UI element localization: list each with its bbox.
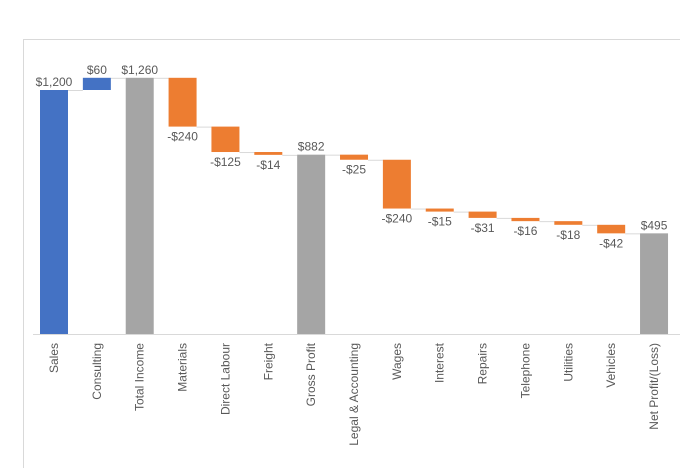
x-tick-labels: Sales Consulting Total Income Materials Dire… [47, 342, 661, 445]
data-label: -$125 [210, 155, 241, 169]
data-label: -$15 [428, 215, 452, 229]
x-tick-label: Direct Labour [218, 343, 232, 415]
x-tick-label: Materials [176, 343, 190, 392]
connectors [68, 77, 641, 235]
bar-4 [211, 126, 240, 153]
data-label: -$31 [471, 221, 495, 235]
x-tick-label: Vehicles [604, 343, 618, 388]
data-label: -$42 [599, 236, 623, 250]
bar-0 [40, 90, 68, 334]
x-tick-label: Interest [433, 342, 447, 383]
data-label: -$240 [382, 212, 413, 226]
bar-3 [168, 77, 197, 127]
x-tick-label: Net Profit/(Loss) [647, 343, 661, 430]
bar-8 [382, 159, 411, 209]
bar-14 [640, 233, 669, 334]
x-tick-label: Freight [261, 342, 275, 380]
data-label: -$14 [256, 158, 280, 172]
data-label: $1,260 [121, 63, 158, 77]
data-label: -$18 [556, 228, 580, 242]
x-tick-label: Sales [47, 343, 61, 373]
x-tick-label: Consulting [90, 343, 104, 400]
bar-12 [554, 221, 583, 225]
data-label: -$16 [513, 224, 537, 238]
data-label: -$25 [342, 163, 366, 177]
bar-2 [125, 77, 154, 335]
bar-1 [82, 77, 111, 90]
data-label: -$240 [167, 130, 198, 144]
bar-13 [597, 224, 626, 234]
x-tick-label: Telephone [518, 343, 532, 399]
data-label: $60 [87, 63, 107, 77]
data-label: $495 [641, 218, 668, 232]
bar-7 [340, 154, 369, 160]
x-tick-label: Repairs [476, 343, 490, 384]
data-label: $882 [298, 140, 325, 154]
bar-10 [468, 211, 497, 218]
x-tick-label: Utilities [561, 343, 575, 382]
bar-9 [425, 208, 454, 212]
x-tick-label: Wages [390, 343, 404, 380]
bar-6 [297, 154, 326, 334]
x-tick-label: Gross Profit [304, 342, 318, 406]
x-tick-label: Total Income [133, 343, 147, 411]
data-labels: $1,200 $60 $1,260 -$240 -$125 -$14 $882 -$25 -$2… [36, 63, 668, 251]
bar-5 [254, 152, 283, 155]
x-tick-label: Legal & Accounting [347, 343, 361, 446]
data-label: $1,200 [36, 75, 73, 89]
bar-11 [511, 217, 540, 222]
bars [40, 77, 669, 335]
